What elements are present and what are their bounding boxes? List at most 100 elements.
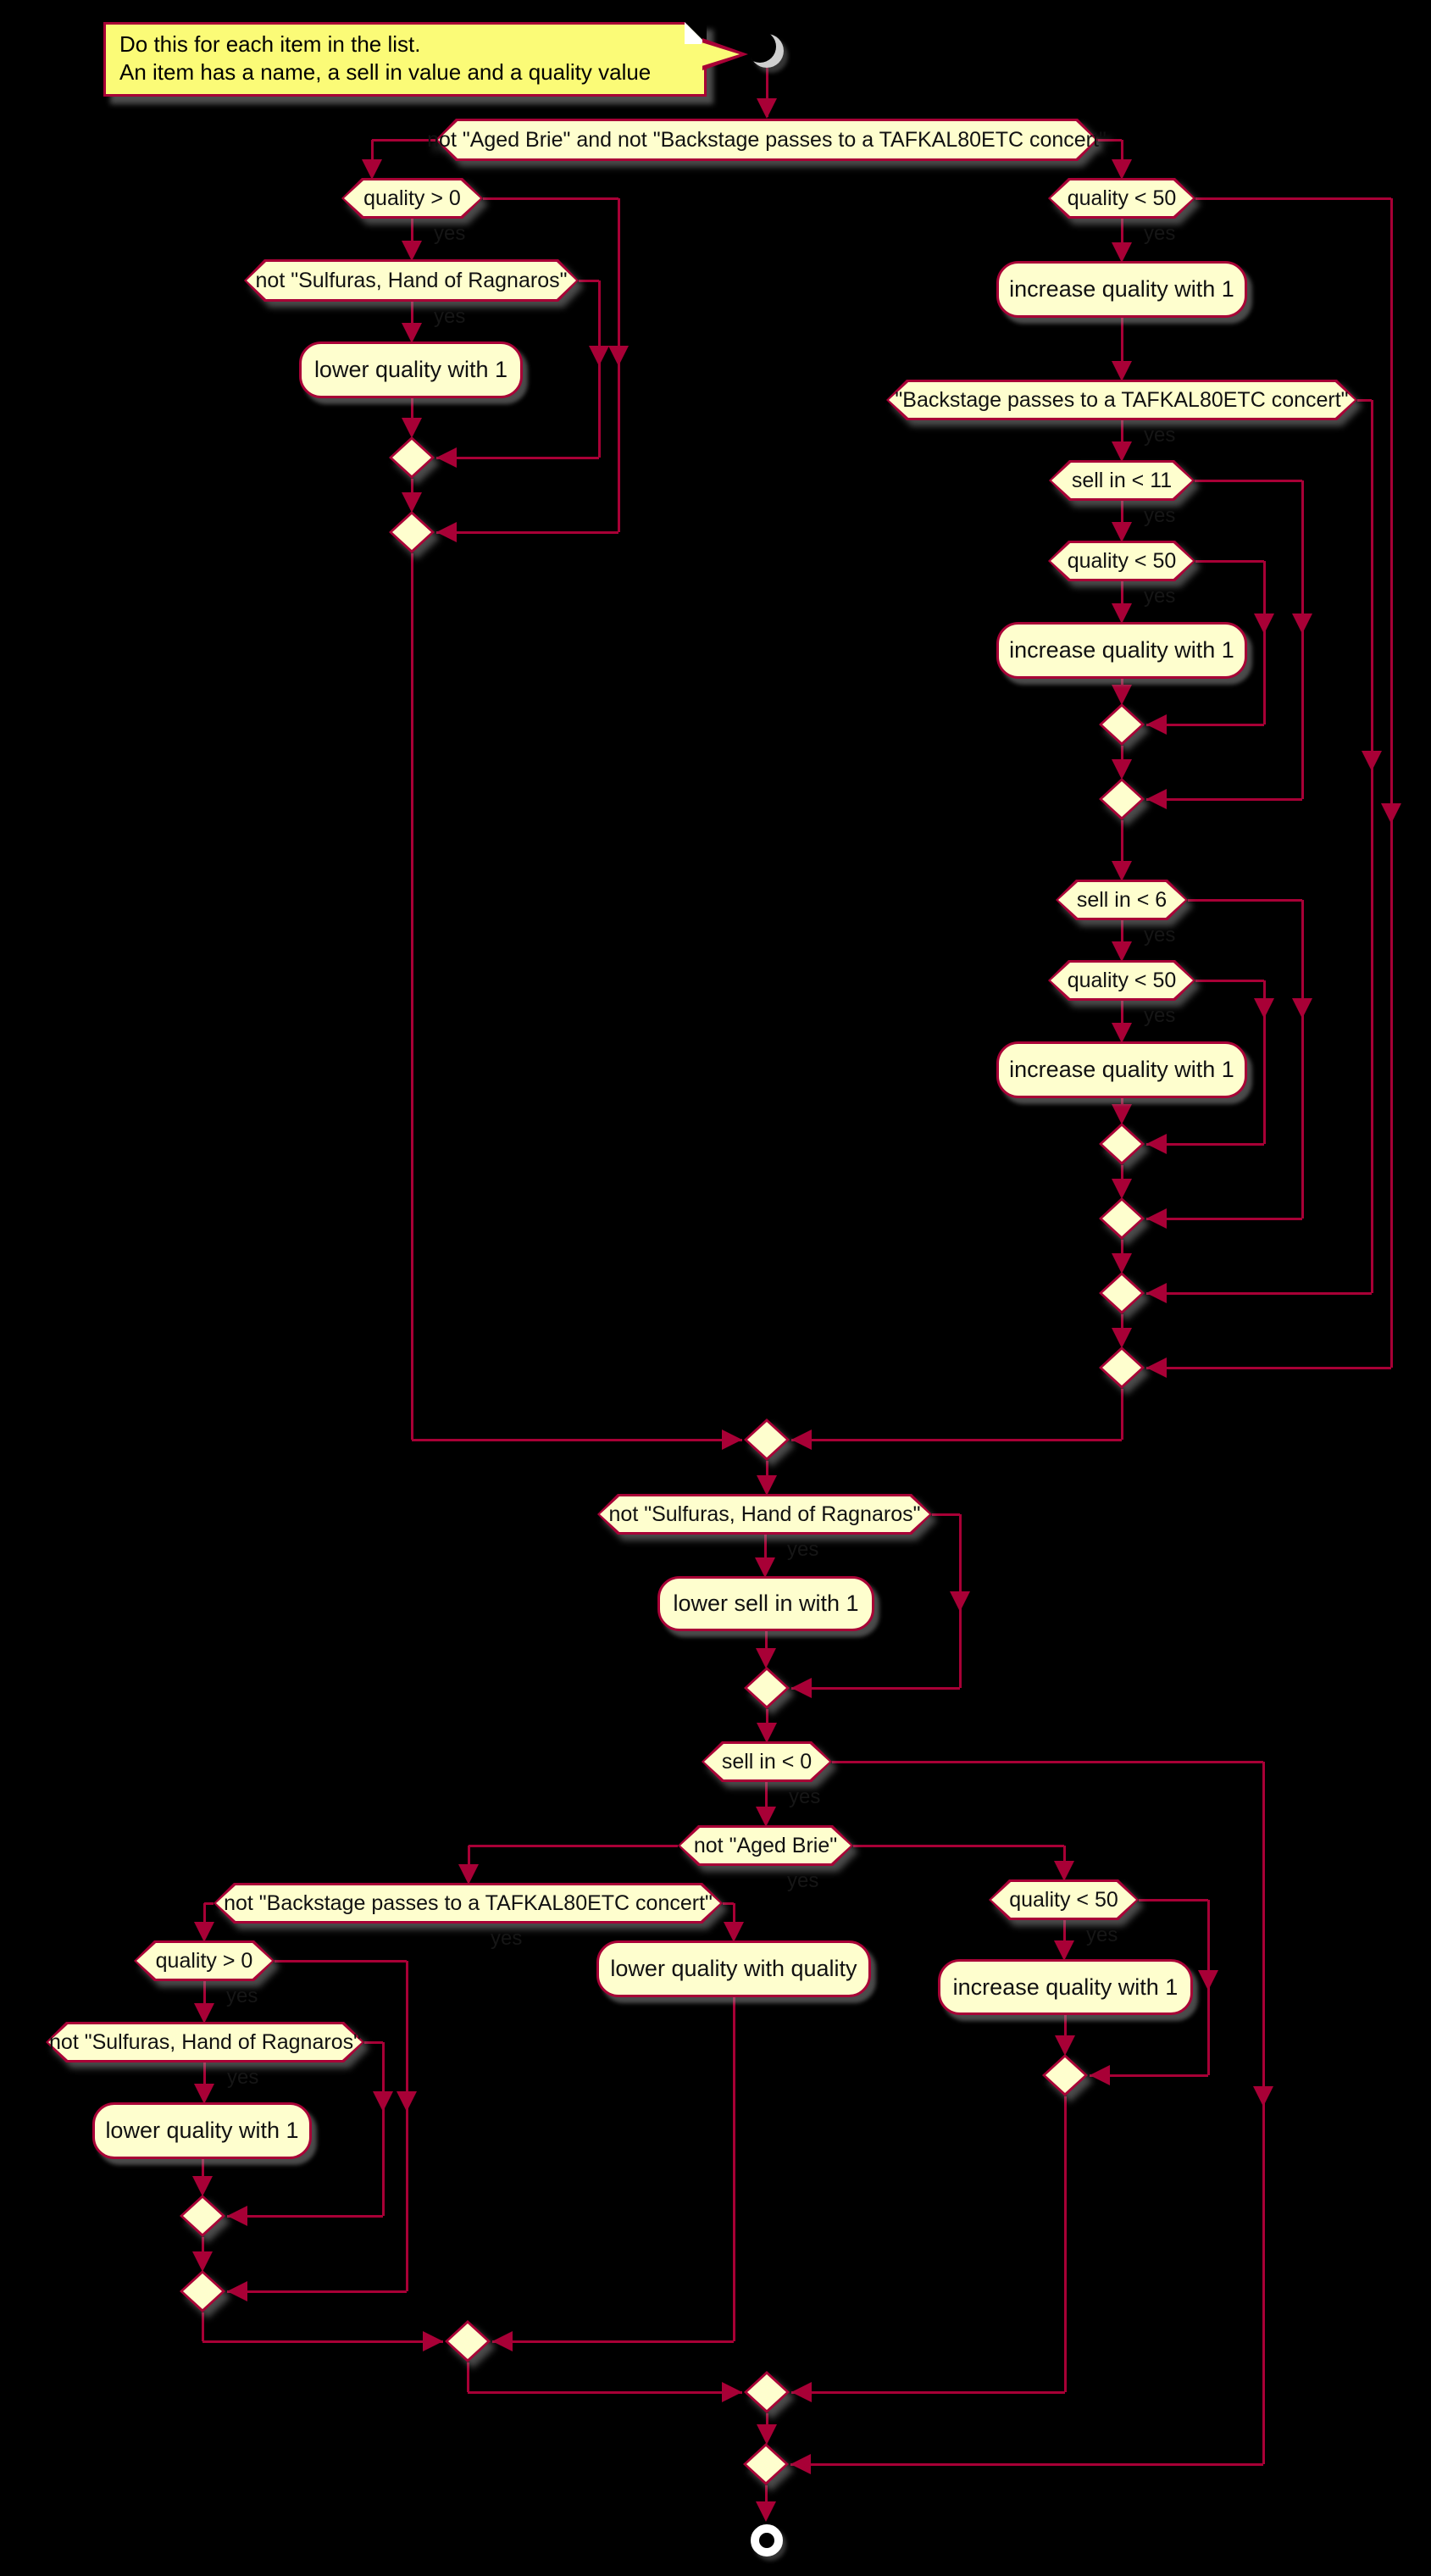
- decision-label: not "Sulfuras, Hand of Ragnaros": [49, 2029, 361, 2054]
- merge-l: [744, 2371, 790, 2413]
- diamond-fill: [392, 440, 431, 475]
- hexagon-fill: [1058, 882, 1185, 918]
- decision-label: not "Aged Brie" and not "Backstage passe…: [427, 127, 1107, 152]
- flow-line: [1195, 979, 1264, 982]
- branch-label-yes: yes: [434, 222, 466, 245]
- arrowhead-icon: [1253, 2086, 1273, 2107]
- merge-a: [1099, 703, 1145, 746]
- merge-e: [1099, 1272, 1145, 1314]
- arrowhead-icon: [1112, 242, 1132, 263]
- flow-line: [202, 2062, 206, 2101]
- decision-not-backstage-b: not "Backstage passes to a TAFKAL80ETC c…: [214, 1883, 723, 1924]
- activity-increase-quality-b: increase quality with 1: [996, 622, 1247, 679]
- flow-line: [791, 1686, 960, 1690]
- flow-line: [1146, 1291, 1372, 1295]
- diamond-fill: [183, 2198, 222, 2234]
- merge-j: [180, 2270, 225, 2312]
- flow-line: [466, 2362, 469, 2392]
- arrowhead-icon: [1112, 1023, 1132, 1043]
- flow-line: [410, 219, 413, 258]
- arrowhead-icon: [1112, 1179, 1132, 1199]
- flow-line: [1120, 420, 1123, 458]
- arrowhead-icon: [194, 2003, 214, 2024]
- hexagon-fill: [600, 1496, 929, 1532]
- arrowhead-icon: [1146, 789, 1167, 809]
- flow-line: [1120, 219, 1123, 259]
- flow-line: [1262, 1762, 1265, 2464]
- branch-label-yes: yes: [226, 1985, 258, 2007]
- flow-line: [1146, 1217, 1302, 1220]
- flow-line: [467, 1846, 470, 1881]
- activity-increase-quality-a: increase quality with 1: [996, 261, 1247, 318]
- arrowhead-icon: [227, 2206, 247, 2226]
- arrowhead-icon: [1146, 714, 1167, 735]
- diamond-fill: [392, 514, 431, 550]
- diamond-fill: [1102, 1350, 1141, 1385]
- branch-label-yes: yes: [227, 2066, 259, 2089]
- arrowhead-icon: [397, 2091, 417, 2112]
- merge-c: [1099, 1123, 1145, 1165]
- arrowhead-icon: [757, 98, 777, 119]
- arrowhead-icon: [756, 1807, 776, 1827]
- flow-line: [483, 197, 618, 200]
- flow-line: [1262, 980, 1266, 1144]
- branch-label-yes: yes: [1144, 585, 1176, 608]
- branch-label-yes: yes: [1144, 504, 1176, 527]
- flow-line: [1120, 820, 1123, 878]
- flow-line: [436, 530, 618, 534]
- diamond-fill: [747, 2374, 786, 2410]
- arrowhead-icon: [1055, 2035, 1075, 2056]
- arrowhead-icon: [436, 447, 457, 468]
- arrowhead-icon: [1112, 361, 1132, 381]
- merge-d: [1099, 1197, 1145, 1240]
- arrowhead-icon: [1292, 998, 1312, 1019]
- arrowhead-icon: [1112, 759, 1132, 780]
- flow-line: [1098, 138, 1122, 142]
- merge-f: [1099, 1346, 1145, 1389]
- decision-label: "Backstage passes to a TAFKAL80ETC conce…: [895, 387, 1349, 412]
- arrowhead-icon: [791, 1430, 812, 1450]
- diamond-fill: [1102, 1275, 1141, 1311]
- flow-line: [410, 302, 413, 340]
- arrowhead-icon: [402, 492, 422, 513]
- flow-line: [1301, 480, 1304, 799]
- decision-quality-lt-50-b: quality < 50: [1048, 541, 1195, 581]
- flow-line: [492, 2340, 734, 2343]
- flow-line: [1195, 479, 1302, 482]
- decision-label: sell in < 6: [1076, 887, 1168, 912]
- diamond-fill: [1046, 2057, 1084, 2093]
- hexagon-fill: [247, 262, 576, 299]
- merge-n: [1042, 2054, 1088, 2096]
- hexagon-fill: [704, 1744, 829, 1779]
- arrowhead-icon: [722, 1430, 742, 1450]
- flow-line: [1120, 501, 1123, 539]
- diamond-fill: [1102, 707, 1141, 742]
- arrowhead-icon: [1146, 1283, 1167, 1303]
- flow-line: [410, 553, 413, 1440]
- note-line: Do this for each item in the list.: [119, 31, 421, 57]
- flow-line: [791, 1438, 1122, 1441]
- hexagon-fill: [344, 180, 480, 216]
- flow-line: [1195, 559, 1264, 563]
- flow-line: [579, 279, 599, 282]
- decision-label: sell in < 0: [721, 1749, 813, 1774]
- merge-h: [744, 1667, 790, 1709]
- arrowhead-icon: [1112, 603, 1132, 624]
- flow-line: [202, 1981, 206, 2020]
- arrowhead-icon: [192, 2176, 213, 2196]
- hexagon-fill: [438, 121, 1095, 158]
- diamond-fill: [1102, 1126, 1141, 1162]
- branch-label-yes: yes: [1144, 924, 1176, 947]
- arrowhead-icon: [402, 323, 422, 343]
- decision-quality-gt-0: quality > 0: [341, 178, 483, 219]
- arrowhead-icon: [756, 2501, 776, 2522]
- flow-line: [832, 1760, 1263, 1763]
- flow-line: [1146, 797, 1302, 801]
- arrowhead-icon: [1112, 861, 1132, 881]
- end-node: [751, 2524, 783, 2557]
- hexagon-fill: [216, 1885, 720, 1921]
- flow-line: [763, 1535, 767, 1574]
- flow-line: [202, 2340, 443, 2343]
- decision-label: quality > 0: [155, 1948, 253, 1973]
